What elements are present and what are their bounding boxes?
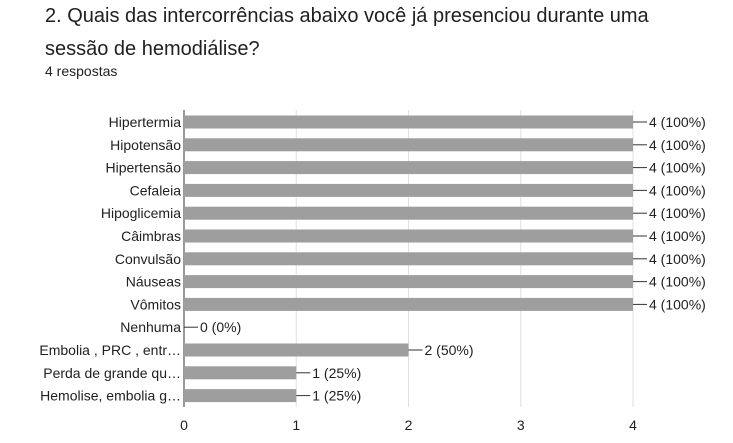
x-tick-label: 2: [405, 417, 413, 433]
bar: [184, 115, 633, 129]
bar: [184, 366, 297, 380]
value-label: 4 (100%): [649, 114, 706, 130]
bar: [184, 229, 633, 243]
response-count: 4 respostas: [45, 63, 118, 79]
question-title: 2. Quais das intercorrências abaixo você…: [45, 5, 649, 60]
value-label: 0 (0%): [200, 319, 241, 335]
value-label: 4 (100%): [649, 182, 706, 198]
value-label: 4 (100%): [649, 137, 706, 153]
category-label: Hemolise, embolia g…: [40, 388, 181, 404]
bar: [184, 252, 633, 266]
category-label: Hipotensão: [110, 137, 181, 153]
category-label: Cefaleia: [130, 182, 182, 198]
x-tick-label: 4: [629, 417, 637, 433]
category-label: Hipertensão: [106, 160, 182, 176]
value-label: 4 (100%): [649, 228, 706, 244]
category-label: Hipoglicemia: [101, 205, 181, 221]
value-label: 1 (25%): [312, 388, 361, 404]
category-label: Hipertermia: [109, 114, 182, 130]
value-label: 1 (25%): [312, 365, 361, 381]
x-tick-label: 1: [292, 417, 300, 433]
bar: [184, 275, 633, 289]
x-tick-label: 0: [180, 417, 188, 433]
bar: [184, 389, 297, 403]
bar: [184, 297, 633, 311]
bar-layer: [184, 115, 633, 403]
category-label: Náuseas: [126, 274, 181, 290]
value-label: 2 (50%): [425, 342, 474, 358]
x-tick-label: 3: [517, 417, 525, 433]
value-label: 4 (100%): [649, 251, 706, 267]
category-label: Perda de grande qu…: [43, 365, 181, 381]
bar: [184, 206, 633, 220]
value-label: 4 (100%): [649, 296, 706, 312]
bar: [184, 343, 409, 357]
bar: [184, 161, 633, 175]
value-label: 4 (100%): [649, 205, 706, 221]
value-label: 4 (100%): [649, 274, 706, 290]
category-label: Embolia , PRC , entr…: [39, 342, 181, 358]
bar: [184, 138, 633, 152]
category-label: Vômitos: [130, 296, 181, 312]
category-label: Câimbras: [121, 228, 181, 244]
category-label: Convulsão: [115, 251, 181, 267]
bar: [184, 183, 633, 197]
label-layer: 0 1 2 3 4 Hipertermia 4 (100%) Hipotensão 4 (100…: [39, 114, 705, 433]
value-label: 4 (100%): [649, 160, 706, 176]
category-label: Nenhuma: [120, 319, 181, 335]
